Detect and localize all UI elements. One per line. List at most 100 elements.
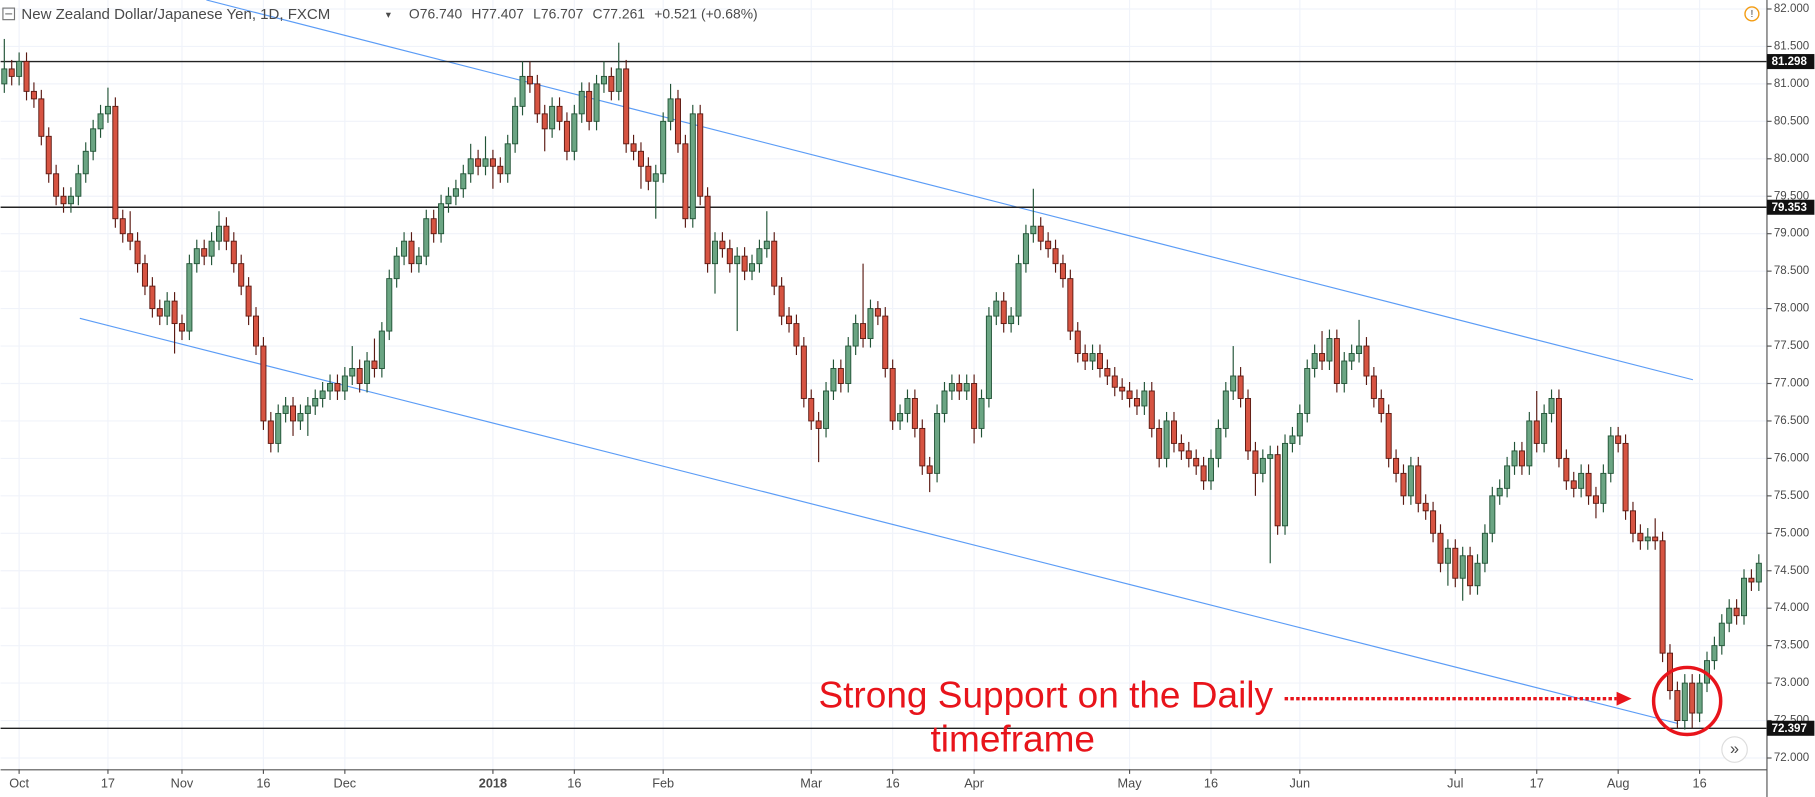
candle-body xyxy=(1748,577,1755,583)
header: New Zealand Dollar/Japanese Yen, 1D, FXC… xyxy=(2,6,1760,23)
candle-body xyxy=(786,315,793,325)
x-tick-label: Dec xyxy=(334,776,357,791)
y-tick-label: 75.000 xyxy=(1774,527,1809,539)
x-tick-label: May xyxy=(1118,776,1143,791)
candle-body xyxy=(1652,536,1659,542)
dropdown-caret[interactable]: ▾ xyxy=(386,10,392,21)
x-tick-label: 16 xyxy=(1693,776,1707,791)
candle-body xyxy=(882,315,889,369)
scroll-button[interactable]: » xyxy=(1721,736,1748,763)
candle-body xyxy=(934,412,941,474)
collapse-icon[interactable] xyxy=(2,7,16,21)
candle-body xyxy=(1711,645,1718,662)
x-tick-label: Jun xyxy=(1290,776,1311,791)
candle-body xyxy=(1533,420,1540,444)
candle-body xyxy=(593,83,600,122)
candle-body xyxy=(1504,465,1511,489)
candle-body xyxy=(45,135,52,175)
candle-body xyxy=(475,158,482,167)
candle-body xyxy=(1311,353,1318,369)
ohlc-value: L76.707 xyxy=(533,6,583,22)
candle-body xyxy=(919,427,926,467)
candle-body xyxy=(112,105,119,220)
candle-body xyxy=(1689,682,1696,714)
candle-body xyxy=(38,98,45,137)
candle-body xyxy=(1126,390,1133,399)
candle-body xyxy=(1363,345,1370,377)
candle-body xyxy=(1741,577,1748,617)
candle-body xyxy=(134,240,141,265)
candle-body xyxy=(971,383,978,429)
price-tag-label: 72.397 xyxy=(1772,723,1807,735)
candle-body xyxy=(1096,353,1103,369)
x-tick-label: Oct xyxy=(9,776,29,791)
candle-body xyxy=(719,240,726,250)
candle-body xyxy=(290,405,297,422)
candle-body xyxy=(97,113,104,130)
candle-body xyxy=(600,75,607,85)
ohlc-value: +0.521 (+0.68%) xyxy=(654,6,757,22)
candle-body xyxy=(549,105,556,130)
candle-body xyxy=(30,90,37,100)
scroll-button-circle[interactable] xyxy=(1721,736,1748,763)
symbol-title[interactable]: New Zealand Dollar/Japanese Yen, 1D, FXC… xyxy=(21,6,330,23)
candle-body xyxy=(67,195,74,205)
candle-body xyxy=(482,158,489,167)
ohlc-value: H77.407 xyxy=(471,6,524,22)
warning-icon[interactable] xyxy=(1744,6,1760,22)
x-tick-label: Jul xyxy=(1447,776,1463,791)
candle-body xyxy=(1148,390,1155,429)
candle-body xyxy=(1548,398,1555,414)
candle-body xyxy=(1467,555,1474,587)
candle-body xyxy=(926,465,933,474)
candle-body xyxy=(534,83,541,115)
candle-body xyxy=(1230,375,1237,392)
candle-body xyxy=(253,315,260,347)
candle-body xyxy=(519,75,526,107)
candle-body xyxy=(1607,435,1614,474)
candle-body xyxy=(586,90,593,122)
candle-body xyxy=(808,398,815,422)
candle-body xyxy=(75,173,82,197)
candle-body xyxy=(1629,510,1636,534)
candle-body xyxy=(401,240,408,257)
candle-body xyxy=(1319,353,1326,362)
candle-body xyxy=(978,398,985,429)
candle-body xyxy=(452,188,459,197)
candle-body xyxy=(1681,682,1688,722)
y-tick-label: 77.000 xyxy=(1774,378,1809,390)
x-tick-label: 2018 xyxy=(479,776,507,791)
candle-body xyxy=(652,173,659,182)
candle-body xyxy=(171,300,178,325)
candle-body xyxy=(1333,338,1340,384)
scroll-button-icon: » xyxy=(1730,740,1739,758)
candle-body xyxy=(341,375,348,392)
candle-body xyxy=(208,240,215,257)
y-tick-label: 77.500 xyxy=(1774,340,1809,352)
candle-body xyxy=(823,390,830,429)
candle-body xyxy=(1422,502,1429,512)
candle-body xyxy=(726,248,733,265)
candle-body xyxy=(1370,375,1377,399)
candle-body xyxy=(874,308,881,317)
candle-body xyxy=(897,412,904,422)
candle-body xyxy=(1237,375,1244,399)
y-tick-label: 81.500 xyxy=(1774,40,1809,52)
candle-body xyxy=(904,398,911,414)
candle-body xyxy=(1163,420,1170,459)
candle-body xyxy=(1570,480,1577,489)
candle-body xyxy=(238,263,245,287)
candle-body xyxy=(445,195,452,205)
candle-body xyxy=(1133,398,1140,407)
candle-body xyxy=(1555,398,1562,459)
x-tick-label: 16 xyxy=(1204,776,1218,791)
annotation-text: timeframe xyxy=(931,717,1095,759)
candle-body xyxy=(645,165,652,182)
candle-body xyxy=(1378,398,1385,414)
candle-body xyxy=(1170,420,1177,444)
candle-body xyxy=(489,158,496,167)
x-tick-label: 16 xyxy=(256,776,270,791)
candle-body xyxy=(1696,682,1703,714)
candle-body xyxy=(1037,225,1044,242)
